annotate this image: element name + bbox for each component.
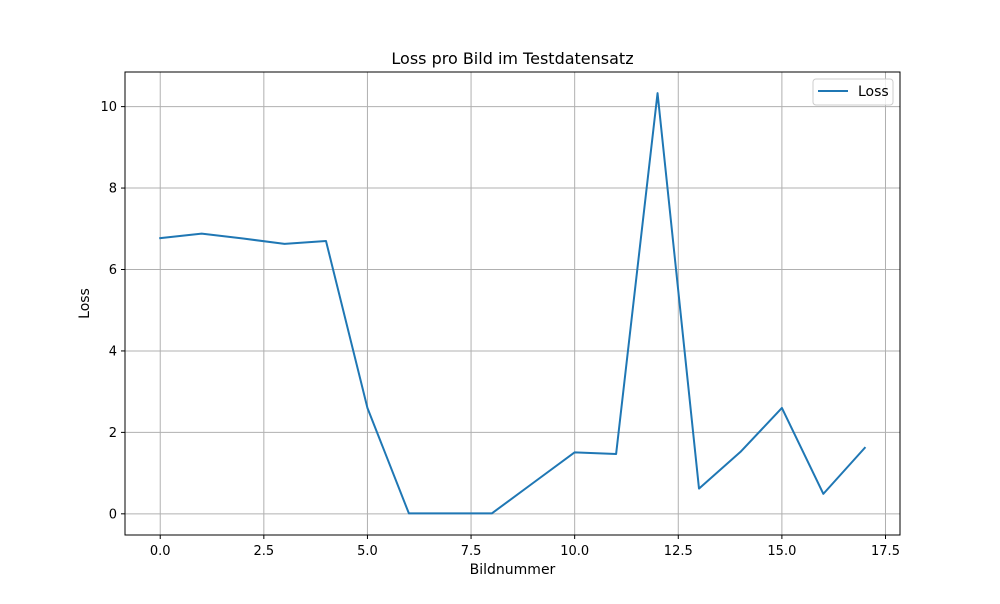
x-tick-label: 7.5 <box>461 544 482 559</box>
chart-title: Loss pro Bild im Testdatensatz <box>391 49 633 68</box>
x-tick-label: 17.5 <box>871 544 900 559</box>
x-tick-label: 15.0 <box>767 544 796 559</box>
y-tick-label: 2 <box>109 426 117 441</box>
y-tick-label: 4 <box>109 344 117 359</box>
legend: Loss <box>813 79 893 105</box>
x-tick-label: 10.0 <box>560 544 589 559</box>
y-tick-label: 0 <box>109 507 117 522</box>
x-tick-label: 2.5 <box>253 544 274 559</box>
x-tick-label: 0.0 <box>150 544 171 559</box>
y-tick-label: 6 <box>109 263 117 278</box>
plot-frame <box>125 72 900 535</box>
legend-label: Loss <box>858 84 889 100</box>
grid-layer <box>125 72 900 535</box>
series-line-loss <box>160 93 865 513</box>
y-tick-label: 10 <box>100 100 117 115</box>
x-axis-label: Bildnummer <box>470 562 556 578</box>
series-layer <box>160 93 865 513</box>
y-tick-label: 8 <box>109 182 117 197</box>
x-tick-label: 5.0 <box>357 544 378 559</box>
x-tick-label: 12.5 <box>664 544 693 559</box>
y-axis-label: Loss <box>77 288 93 319</box>
ticks-layer: 0.0 2.5 5.0 7.5 10.0 12.5 15.0 17.5 0 2 4 6 8 10 <box>100 100 900 559</box>
